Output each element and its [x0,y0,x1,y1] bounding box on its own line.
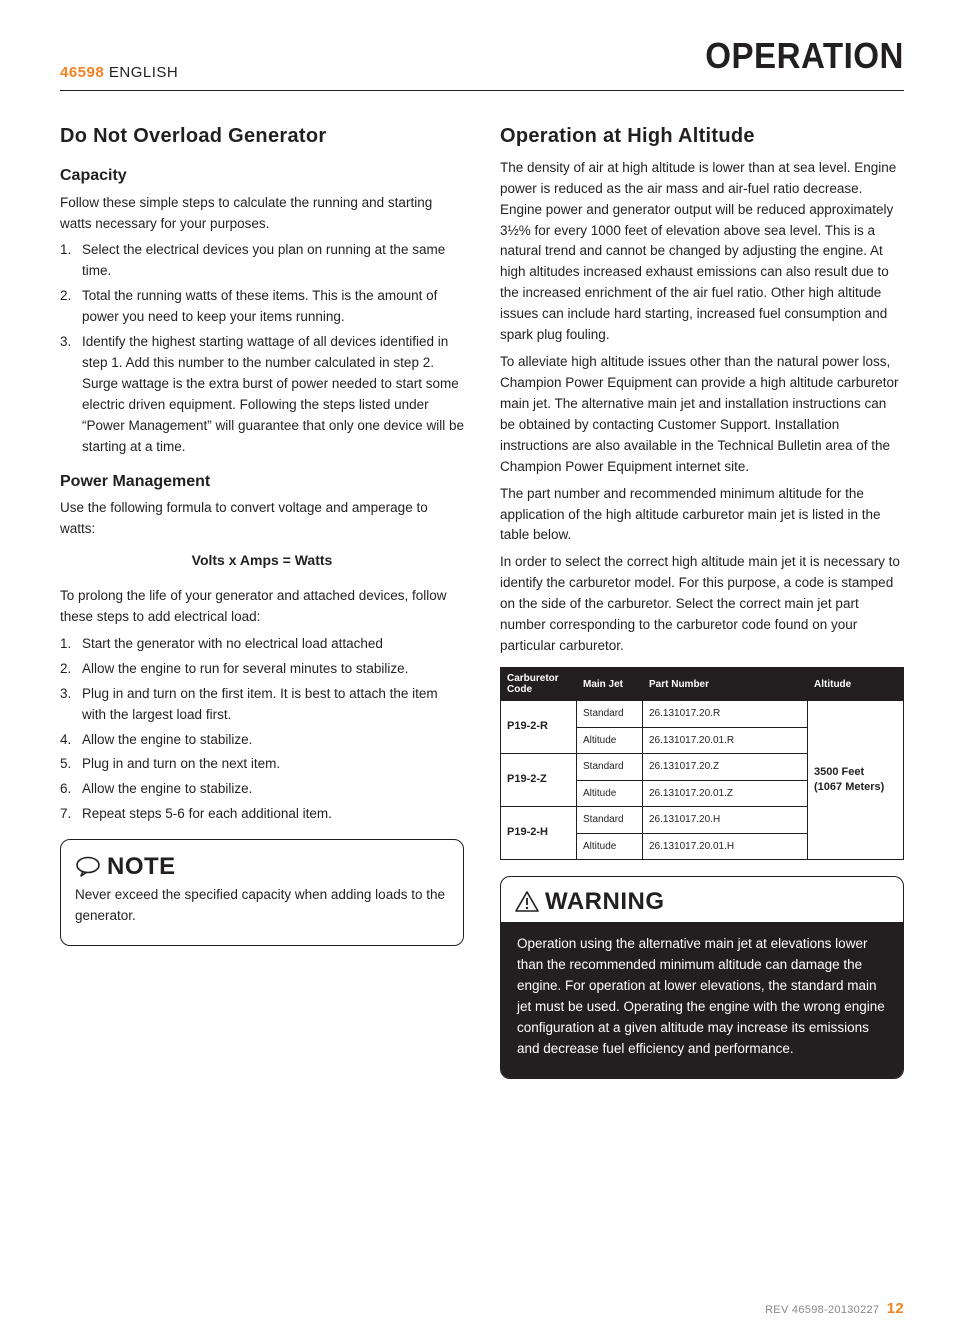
col-header-code: Carburetor Code [501,668,577,701]
capacity-intro: Follow these simple steps to calculate t… [60,193,464,235]
cell-code: P19-2-H [501,807,577,860]
page-header: 46598 ENGLISH OPERATION [60,28,904,84]
capacity-steps-list: Select the electrical devices you plan o… [60,240,464,457]
list-item: Allow the engine to stabilize. [60,779,464,800]
note-title-text: NOTE [107,848,176,885]
header-rule [60,90,904,91]
list-item: Total the running watts of these items. … [60,286,464,328]
speech-bubble-icon [75,856,101,878]
subheading-power-mgmt: Power Management [60,470,464,495]
list-item: Identify the highest starting wattage of… [60,332,464,458]
warning-header: WARNING [501,877,903,922]
list-item: Plug in and turn on the first item. It i… [60,684,464,726]
left-column: Do Not Overload Generator Capacity Follo… [60,121,464,1079]
footer-rev: REV 46598-20130227 [765,1304,879,1316]
footer-page-num: 12 [887,1300,904,1317]
page-footer: REV 46598-20130227 12 [765,1297,904,1320]
note-title-row: NOTE [75,848,449,885]
cell-mainjet: Altitude [577,833,643,860]
cell-mainjet: Altitude [577,780,643,807]
cell-mainjet: Standard [577,701,643,728]
col-header-partnum: Part Number [643,668,808,701]
formula-text: Volts x Amps = Watts [60,550,464,572]
altitude-line2: (1067 Meters) [814,780,897,795]
cell-partnum: 26.131017.20.01.R [643,727,808,754]
doc-id: 46598 ENGLISH [60,61,178,84]
list-item: Allow the engine to stabilize. [60,730,464,751]
cell-partnum: 26.131017.20.Z [643,754,808,781]
altitude-line1: 3500 Feet [814,765,897,780]
warning-title-text: WARNING [545,883,665,920]
cell-partnum: 26.131017.20.R [643,701,808,728]
pm-steps-list: Start the generator with no electrical l… [60,634,464,825]
altitude-p1: The density of air at high altitude is l… [500,158,904,346]
content-columns: Do Not Overload Generator Capacity Follo… [60,121,904,1079]
cell-partnum: 26.131017.20.01.H [643,833,808,860]
warning-title-row: WARNING [515,883,889,920]
list-item: Select the electrical devices you plan o… [60,240,464,282]
col-header-mainjet: Main Jet [577,668,643,701]
warning-body: Operation using the alternative main jet… [501,922,903,1078]
pm-intro: Use the following formula to convert vol… [60,498,464,540]
note-box: NOTE Never exceed the specified capacity… [60,839,464,946]
cell-partnum: 26.131017.20.H [643,807,808,834]
doc-language: ENGLISH [109,64,178,81]
altitude-p4: In order to select the correct high alti… [500,552,904,657]
table-header-row: Carburetor Code Main Jet Part Number Alt… [501,668,904,701]
altitude-p3: The part number and recommended minimum … [500,484,904,547]
warning-box: WARNING Operation using the alternative … [500,876,904,1079]
page-title: OPERATION [705,28,904,84]
cell-mainjet: Altitude [577,727,643,754]
note-body: Never exceed the specified capacity when… [75,885,449,927]
pm-prolong: To prolong the life of your generator an… [60,586,464,628]
list-item: Repeat steps 5-6 for each additional ite… [60,804,464,825]
cell-partnum: 26.131017.20.01.Z [643,780,808,807]
cell-mainjet: Standard [577,807,643,834]
list-item: Allow the engine to run for several minu… [60,659,464,680]
carb-table: Carburetor Code Main Jet Part Number Alt… [500,667,904,860]
section-heading-altitude: Operation at High Altitude [500,121,904,152]
right-column: Operation at High Altitude The density o… [500,121,904,1079]
list-item: Plug in and turn on the next item. [60,754,464,775]
cell-code: P19-2-Z [501,754,577,807]
cell-mainjet: Standard [577,754,643,781]
warning-triangle-icon [515,891,539,913]
doc-number: 46598 [60,64,104,81]
cell-code: P19-2-R [501,701,577,754]
altitude-p2: To alleviate high altitude issues other … [500,352,904,478]
col-header-altitude: Altitude [808,668,904,701]
section-heading-overload: Do Not Overload Generator [60,121,464,152]
subheading-capacity: Capacity [60,164,464,189]
cell-altitude: 3500 Feet (1067 Meters) [808,701,904,860]
list-item: Start the generator with no electrical l… [60,634,464,655]
table-row: P19-2-R Standard 26.131017.20.R 3500 Fee… [501,701,904,728]
